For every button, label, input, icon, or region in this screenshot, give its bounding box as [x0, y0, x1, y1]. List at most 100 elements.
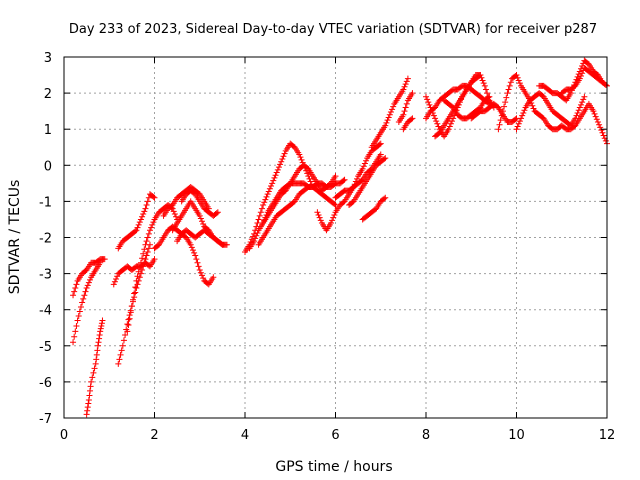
data-point [125, 322, 132, 329]
data-point [127, 309, 134, 316]
data-point [142, 241, 149, 248]
data-point [200, 220, 207, 227]
data-point [360, 163, 367, 170]
data-point [433, 118, 440, 125]
data-point [95, 339, 102, 346]
data-point [402, 104, 409, 111]
x-tick-label: 4 [241, 428, 249, 443]
data-point [94, 342, 101, 349]
data-point [114, 273, 121, 280]
data-point [580, 96, 587, 103]
data-point [261, 199, 268, 206]
data-point [275, 164, 282, 171]
data-point [256, 212, 263, 219]
data-point [572, 115, 579, 122]
data-point [130, 296, 137, 303]
x-tick-label: 12 [599, 428, 616, 443]
data-point [135, 221, 142, 228]
data-point [602, 137, 609, 144]
y-tick-label: -6 [39, 376, 52, 391]
data-point [120, 337, 127, 344]
x-tick-label: 10 [508, 428, 525, 443]
data-point [80, 295, 87, 302]
data-point [132, 289, 139, 296]
data-point [145, 230, 152, 237]
data-point [506, 82, 513, 89]
data-point [268, 183, 275, 190]
data-point [515, 120, 522, 127]
data-point [519, 112, 526, 119]
data-point [477, 72, 484, 79]
data-point [140, 211, 147, 218]
data-point [400, 111, 407, 118]
data-point [598, 78, 605, 85]
data-point [101, 256, 108, 263]
data-point [151, 256, 158, 263]
data-point [72, 328, 79, 335]
data-point [131, 290, 138, 297]
data-point [341, 176, 348, 183]
data-point [520, 109, 527, 116]
data-point [253, 232, 260, 239]
data-point [89, 374, 96, 381]
data-point [139, 255, 146, 262]
data-point [401, 83, 408, 90]
data-point [191, 249, 198, 256]
data-point [85, 396, 92, 403]
data-point [86, 392, 93, 399]
data-point [71, 288, 78, 295]
data-point [84, 407, 91, 414]
data-point [384, 117, 391, 124]
data-point [84, 404, 91, 411]
data-point [144, 248, 151, 255]
data-point [199, 218, 206, 225]
data-point [219, 241, 226, 248]
y-tick-label: 2 [44, 87, 52, 102]
data-point [196, 212, 203, 219]
data-point [70, 339, 77, 346]
data-point [133, 277, 140, 284]
data-point [124, 321, 131, 328]
data-point [409, 115, 416, 122]
data-point [383, 119, 390, 126]
data-point [574, 109, 581, 116]
data-point [189, 247, 196, 254]
data-point [264, 191, 271, 198]
data-point [132, 284, 139, 291]
data-point [142, 256, 149, 263]
data-point [144, 198, 151, 205]
data-point [435, 123, 442, 130]
data-point [353, 175, 360, 182]
data-point [93, 351, 100, 358]
data-point [329, 217, 336, 224]
data-point [332, 173, 339, 180]
data-point [272, 172, 279, 179]
data-point [258, 205, 265, 212]
data-point [480, 80, 487, 87]
data-point [279, 155, 286, 162]
data-point [124, 328, 131, 335]
data-point [497, 117, 504, 124]
data-point [145, 245, 152, 252]
data-point [404, 75, 411, 82]
data-point [409, 90, 416, 97]
data-point [423, 93, 429, 100]
data-point [515, 77, 522, 84]
data-point [146, 227, 153, 234]
x-axis-label: GPS time / hours [275, 459, 392, 475]
data-point [598, 127, 605, 134]
data-point [87, 276, 94, 283]
data-point [142, 205, 149, 212]
data-point [271, 174, 278, 181]
data-point [446, 123, 453, 130]
y-tick-label: -3 [39, 268, 52, 283]
data-point [277, 161, 284, 168]
data-point [381, 155, 388, 162]
data-point [75, 313, 82, 320]
data-point [389, 106, 396, 113]
data-point [148, 224, 155, 231]
data-point [119, 342, 126, 349]
data-point [593, 116, 600, 123]
data-point [218, 240, 225, 247]
